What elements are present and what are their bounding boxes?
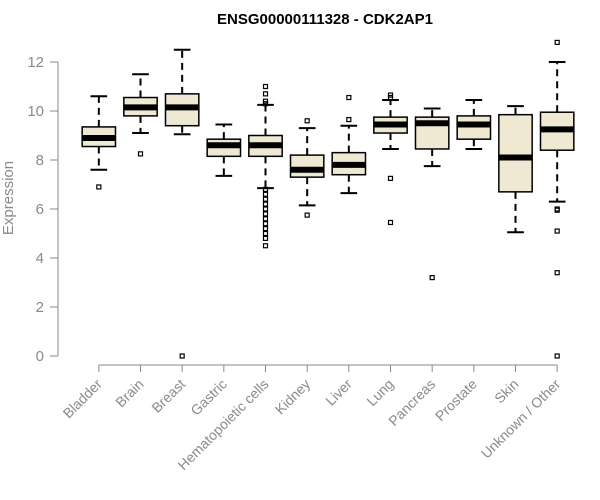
- x-tick-label: Unknown / Other: [478, 376, 564, 462]
- x-tick-label: Breast: [148, 376, 188, 416]
- x-tick-label: Prostate: [432, 376, 480, 424]
- box-prostate: [456, 98, 492, 150]
- outlier-point: [262, 226, 269, 232]
- outlier-point: [262, 221, 269, 227]
- outlier-point: [554, 207, 560, 213]
- box-unknown-other: [539, 39, 575, 359]
- x-tick-label: Kidney: [272, 376, 314, 418]
- outlier-point: [262, 211, 269, 217]
- y-tick-label: 12: [27, 54, 44, 71]
- box-iqr: [498, 113, 533, 193]
- box-iqr: [289, 154, 325, 178]
- y-tick-label: 0: [36, 348, 44, 365]
- x-tick-label: Bladder: [60, 376, 106, 422]
- outlier-point: [262, 191, 269, 197]
- box-brain: [123, 73, 158, 157]
- outlier-point: [554, 228, 560, 234]
- outlier-point: [387, 175, 394, 181]
- y-tick-label: 10: [27, 103, 44, 120]
- outlier-point: [179, 353, 185, 359]
- x-tick-label: Skin: [491, 376, 522, 407]
- outlier-point: [262, 235, 269, 241]
- outlier-point: [346, 116, 352, 123]
- box-gastric: [206, 123, 242, 177]
- outlier-point: [262, 91, 269, 97]
- y-tick-label: 2: [36, 299, 44, 316]
- outlier-point: [387, 219, 394, 226]
- x-tick-label: Lung: [363, 376, 396, 409]
- outlier-point: [262, 83, 269, 90]
- boxplot-series: [81, 39, 575, 359]
- box-skin: [498, 105, 533, 234]
- y-axis-label: Expression: [0, 161, 17, 235]
- box-kidney: [289, 118, 325, 218]
- outlier-point: [387, 94, 394, 101]
- outlier-point: [262, 243, 269, 249]
- box-iqr: [456, 115, 492, 140]
- box-hematopoietic-cells: [248, 83, 283, 249]
- y-tick-label: 8: [36, 152, 44, 169]
- outlier-point: [262, 206, 269, 212]
- box-bladder: [81, 95, 117, 190]
- outlier-point: [262, 196, 269, 202]
- outlier-point: [304, 118, 310, 124]
- outlier-point: [137, 151, 144, 157]
- outlier-point: [554, 353, 560, 359]
- x-tick-label: Liver: [322, 376, 355, 409]
- outlier-point: [346, 94, 352, 101]
- box-lung: [373, 92, 408, 226]
- chart-title: ENSG00000111328 - CDK2AP1: [217, 11, 433, 28]
- outlier-point: [554, 39, 560, 46]
- outlier-point: [304, 212, 310, 218]
- x-tick-label: Brain: [112, 376, 146, 410]
- y-tick-label: 6: [36, 201, 44, 218]
- outlier-point: [554, 270, 560, 276]
- outlier-point: [262, 101, 269, 107]
- outlier-point: [262, 216, 269, 222]
- outlier-point: [429, 275, 435, 281]
- box-breast: [164, 48, 200, 359]
- y-tick-label: 4: [36, 250, 44, 267]
- box-liver: [331, 94, 367, 195]
- outlier-point: [96, 184, 102, 190]
- outlier-point: [262, 201, 269, 207]
- outlier-point: [262, 230, 269, 237]
- box-pancreas: [414, 107, 450, 281]
- y-axis: 0 2 4 6 8 10 12: [27, 54, 59, 365]
- outlier-point: [262, 186, 269, 192]
